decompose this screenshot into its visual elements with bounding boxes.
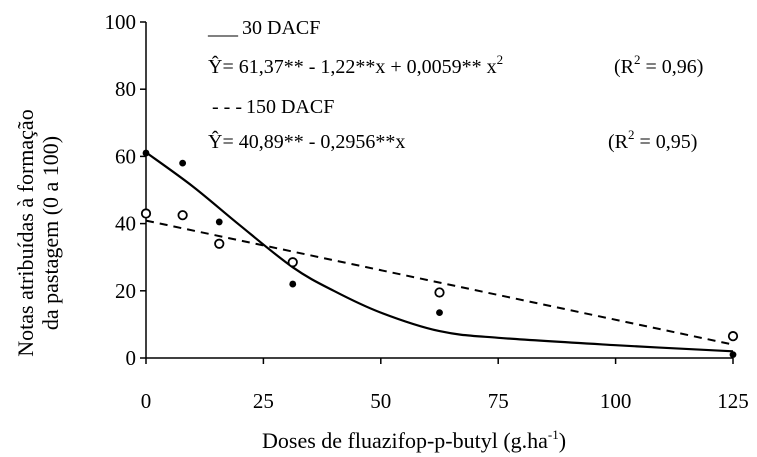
point-150dacf <box>287 257 298 268</box>
point-30dacf <box>179 159 187 167</box>
x-ticks: 0 25 50 75 100 125 <box>141 358 749 413</box>
point-150dacf <box>177 210 188 221</box>
x-axis-title: Doses de fluazifop-p-butyl (g.ha-1) <box>262 427 566 453</box>
x-tick-label: 100 <box>600 389 632 413</box>
y-tick-label: 100 <box>105 10 137 34</box>
y-axis-title-line1: Notas atribuídas à formação <box>13 109 38 356</box>
x-tick-label: 75 <box>488 389 509 413</box>
r2-150dacf: (R2 = 0,95) <box>608 127 697 153</box>
legend-150dacf: - - -150 DACF <box>212 96 334 118</box>
axes <box>145 22 733 359</box>
y-ticks: 0 20 40 60 80 100 <box>105 10 146 370</box>
point-30dacf <box>215 218 223 226</box>
equation-30dacf: Ŷ= 61,37** - 1,22**x + 0,0059** x2 <box>208 52 503 78</box>
point-30dacf <box>142 149 150 157</box>
point-150dacf <box>140 208 152 219</box>
point-150dacf <box>214 238 225 249</box>
fit-curve-30dacf <box>145 151 734 353</box>
y-tick-label: 0 <box>126 346 137 370</box>
x-tick-label: 0 <box>141 389 152 413</box>
x-tick-label: 50 <box>370 389 391 413</box>
point-150dacf <box>727 331 739 342</box>
data-points <box>140 149 739 359</box>
fit-curves <box>145 151 734 353</box>
y-tick-label: 20 <box>115 279 136 303</box>
y-tick-label: 80 <box>115 77 136 101</box>
point-30dacf <box>729 351 737 359</box>
point-30dacf <box>436 309 443 317</box>
y-tick-label: 60 <box>115 144 136 168</box>
y-axis-title: Notas atribuídas à formação da pastagem … <box>13 109 63 356</box>
equation-150dacf: Ŷ= 40,89** - 0,2956**x <box>208 130 405 153</box>
y-tick-label: 40 <box>115 212 136 236</box>
x-tick-label: 25 <box>253 389 274 413</box>
r2-30dacf: (R2 = 0,96) <box>614 52 703 78</box>
legend-30dacf: ___ 30 DACF <box>207 17 320 39</box>
point-150dacf <box>434 287 445 298</box>
x-tick-label: 125 <box>717 389 749 413</box>
point-30dacf <box>289 280 297 288</box>
y-axis-title-line2: da pastagem (0 a 100) <box>38 136 63 330</box>
legend: ___ 30 DACF Ŷ= 61,37** - 1,22**x + 0,0059… <box>207 17 703 153</box>
fit-line-150dacf <box>145 219 734 346</box>
